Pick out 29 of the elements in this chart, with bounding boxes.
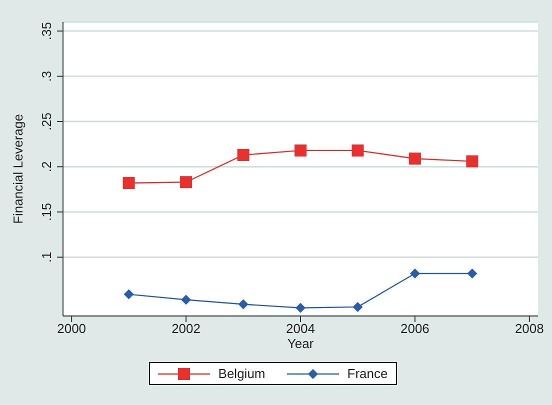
y-tick-label: .1: [39, 252, 54, 263]
x-tick-label: 2004: [286, 321, 315, 336]
point: [180, 176, 192, 188]
point: [466, 155, 478, 168]
point: [467, 268, 478, 278]
point: [124, 289, 134, 300]
y-tick-label: .15: [39, 202, 54, 222]
y-tick-label: .2: [39, 161, 54, 172]
y-tick-label: .25: [39, 112, 54, 131]
point: [408, 152, 421, 165]
legend-label: France: [346, 366, 388, 381]
x-tick-label: 2000: [57, 321, 86, 336]
x-tick-label: 2006: [400, 321, 430, 336]
point: [237, 148, 250, 161]
x-axis-title: Year: [287, 336, 314, 351]
point: [352, 302, 363, 312]
x-tick-label: 2008: [514, 321, 544, 336]
y-tick-label: .3: [39, 70, 54, 82]
point: [181, 294, 192, 305]
legend-label: Belgium: [217, 366, 266, 381]
point: [122, 177, 135, 190]
x-tick-label: 2002: [172, 321, 201, 336]
point: [294, 144, 306, 156]
y-axis-title: Financial Leverage: [10, 114, 26, 224]
point: [410, 268, 420, 278]
point: [296, 302, 306, 313]
point: [238, 299, 248, 310]
y-tick-label: .35: [39, 22, 54, 40]
point: [352, 144, 364, 156]
